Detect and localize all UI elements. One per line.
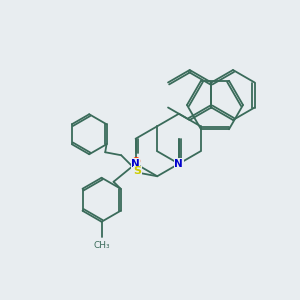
Text: N: N (131, 159, 140, 169)
Text: S: S (133, 166, 141, 176)
Text: O: O (131, 157, 140, 167)
Text: N: N (175, 159, 183, 169)
Text: CH₃: CH₃ (93, 241, 110, 250)
